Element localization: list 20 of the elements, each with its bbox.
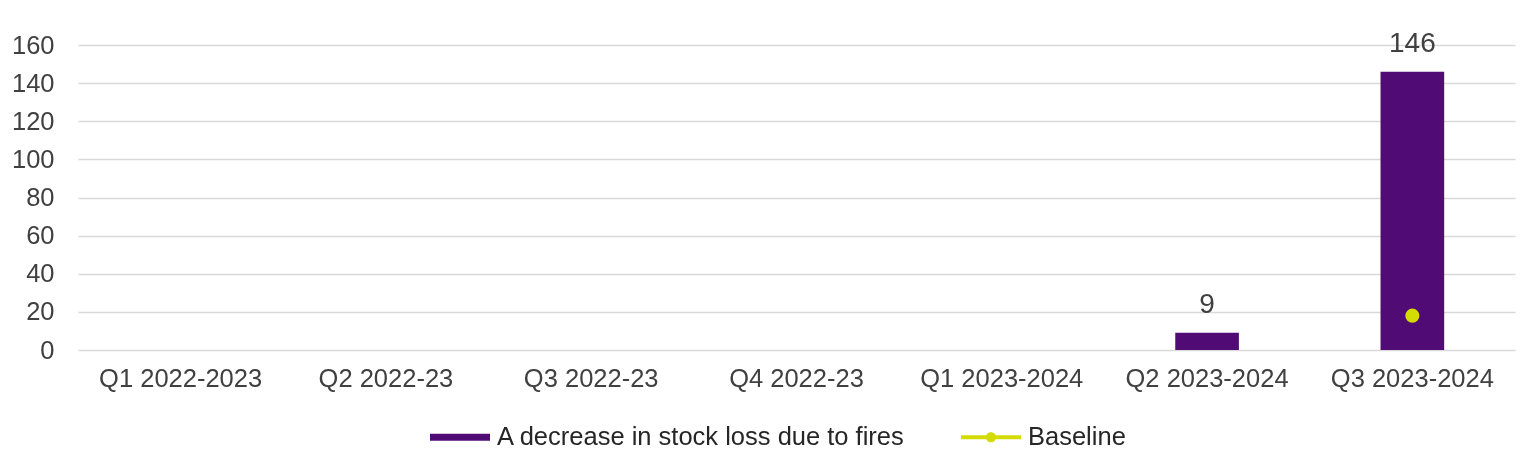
y-tick-label: 20 (26, 297, 55, 326)
y-tick-label: 160 (11, 30, 55, 59)
y-tick-label: 80 (26, 183, 55, 211)
y-tick-label: 100 (11, 144, 55, 173)
x-tick-label: Q3 2022-23 (523, 363, 659, 392)
y-tick-label: 120 (11, 106, 55, 135)
x-tick-label: Q1 2023-2024 (920, 363, 1084, 392)
x-tick-label: Q3 2023-2024 (1330, 363, 1494, 392)
y-tick-label: 0 (40, 335, 55, 364)
x-tick-label: Q1 2022-2023 (99, 363, 263, 392)
data-label: 9 (1199, 287, 1215, 319)
y-tick-label: 60 (26, 221, 55, 250)
data-label: 146 (1389, 26, 1436, 58)
x-tick-label: Q2 2023-2024 (1125, 363, 1289, 392)
legend-label: A decrease in stock loss due to fires (497, 422, 904, 451)
y-tick-label: 140 (11, 68, 55, 97)
y-tick-label: 40 (26, 259, 55, 288)
x-tick-label: Q4 2022-23 (729, 363, 864, 392)
legend-label: Baseline (1028, 422, 1126, 451)
x-tick-label: Q2 2022-23 (318, 363, 454, 392)
